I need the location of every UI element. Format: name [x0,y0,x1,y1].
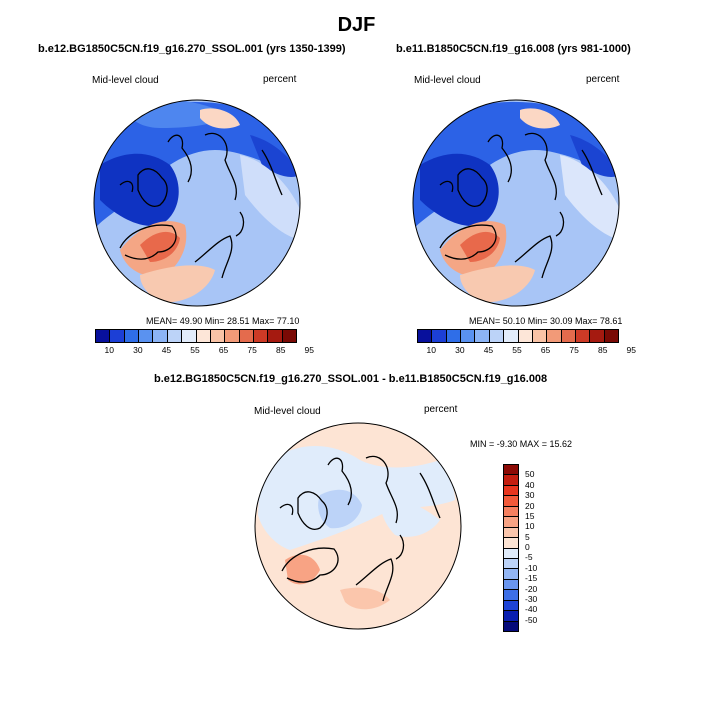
colorbar-box [604,330,619,342]
colorbar-box [504,590,518,601]
colorbar-box [446,330,462,342]
panel2-variable: Mid-level cloud [414,75,481,86]
colorbar-box [504,527,518,539]
colorbar-box [153,330,168,342]
panel1-stats: MEAN= 49.90 Min= 28.51 Max= 77.10 [146,316,300,326]
colorbar-box [124,330,140,342]
panel3-stats: MIN = -9.30 MAX = 15.62 [470,439,573,449]
colorbar-box [225,330,240,342]
colorbar-tick-label: 10 [525,521,535,532]
colorbar-box [504,517,518,528]
panel2-colorbar [417,329,619,343]
colorbar-tick-label: 15 [525,510,535,521]
colorbar-box [432,330,447,342]
colorbar-box [504,611,518,622]
colorbar-tick-label: 75 [569,345,579,355]
colorbar-box [504,538,518,549]
colorbar-box [96,330,111,342]
diff-colorbar-labels: 50 40 30 20 15 10 5 0 -5 -10 -15 -20 -30 -40 -50 [525,464,555,630]
colorbar-box [504,475,518,486]
colorbar-tick-label: 50 [525,469,535,480]
colorbar-box [504,548,518,559]
colorbar-tick-label: 55 [190,345,200,355]
colorbar-box [504,465,518,476]
colorbar-box [504,569,518,580]
colorbar-tick-label: 65 [218,345,229,355]
panel1-colorbar [95,329,297,343]
colorbar-tick-label: -10 [525,562,538,573]
colorbar-box [504,600,518,612]
colorbar-box [282,330,297,342]
colorbar-tick-label: 0 [525,542,530,552]
colorbar-box [590,330,605,342]
colorbar-box [475,330,490,342]
colorbar-box [210,330,226,342]
colorbar-box [110,330,125,342]
colorbar-tick-label: 30 [455,345,465,355]
colorbar-tick-label: -50 [525,614,538,625]
colorbar-tick-label: -30 [525,593,538,604]
panel3-units: percent [424,404,458,415]
colorbar-tick-label: 10 [426,345,437,355]
colorbar-box [532,330,548,342]
colorbar-tick-label: 45 [483,345,494,355]
panel2-colorbar-labels: 10 30 45 55 65 75 85 95 [417,345,636,357]
colorbar-tick-label: -5 [525,552,533,563]
panel1-units: percent [263,74,297,85]
panel2-stats: MEAN= 50.10 Min= 30.09 Max= 78.61 [469,316,623,326]
panel2-title: b.e11.B1850C5CN.f19_g16.008 (yrs 981-100… [396,43,631,55]
colorbar-box [504,579,518,591]
colorbar-tick-label: 55 [512,345,522,355]
colorbar-box [504,496,518,507]
colorbar-tick-label: 75 [247,345,257,355]
colorbar-box [239,330,254,342]
colorbar-tick-label: -40 [525,604,538,615]
colorbar-box [489,330,505,342]
colorbar-box [418,330,433,342]
colorbar-box [504,330,519,342]
panel1-title: b.e12.BG1850C5CN.f19_g16.270_SSOL.001 (y… [38,43,346,55]
panel2-units: percent [586,74,620,85]
panel1-colorbar-labels: 10 30 45 55 65 75 85 95 [95,345,314,357]
colorbar-box [547,330,562,342]
colorbar-box [504,485,518,497]
colorbar-tick-label: 10 [104,345,115,355]
colorbar-box [504,506,518,518]
colorbar-tick-label: 95 [304,345,315,355]
panel1-variable: Mid-level cloud [92,75,159,86]
colorbar-tick-label: 95 [626,345,637,355]
colorbar-box [268,330,283,342]
panel3-variable: Mid-level cloud [254,406,321,417]
colorbar-tick-label: -15 [525,573,538,584]
colorbar-tick-label: 85 [275,345,286,355]
colorbar-box [182,330,197,342]
colorbar-tick-label: 30 [133,345,143,355]
colorbar-tick-label: 65 [540,345,551,355]
colorbar-tick-label: 45 [161,345,172,355]
colorbar-box [196,330,211,342]
colorbar-box [561,330,576,342]
colorbar-tick-label: 5 [525,531,530,542]
colorbar-box [575,330,591,342]
colorbar-box [518,330,533,342]
colorbar-box [139,330,154,342]
figure-title: DJF [337,14,376,36]
diff-colorbar [503,464,519,632]
colorbar-box [167,330,183,342]
colorbar-tick-label: -20 [525,583,538,594]
colorbar-tick-label: 85 [597,345,608,355]
colorbar-box [253,330,269,342]
colorbar-box [461,330,476,342]
colorbar-tick-label: 40 [525,479,535,490]
colorbar-tick-label: 20 [525,500,535,511]
colorbar-box [504,621,518,631]
colorbar-box [504,558,518,570]
colorbar-tick-label: 30 [525,490,535,501]
panel3-title: b.e12.BG1850C5CN.f19_g16.270_SSOL.001 - … [154,373,548,385]
